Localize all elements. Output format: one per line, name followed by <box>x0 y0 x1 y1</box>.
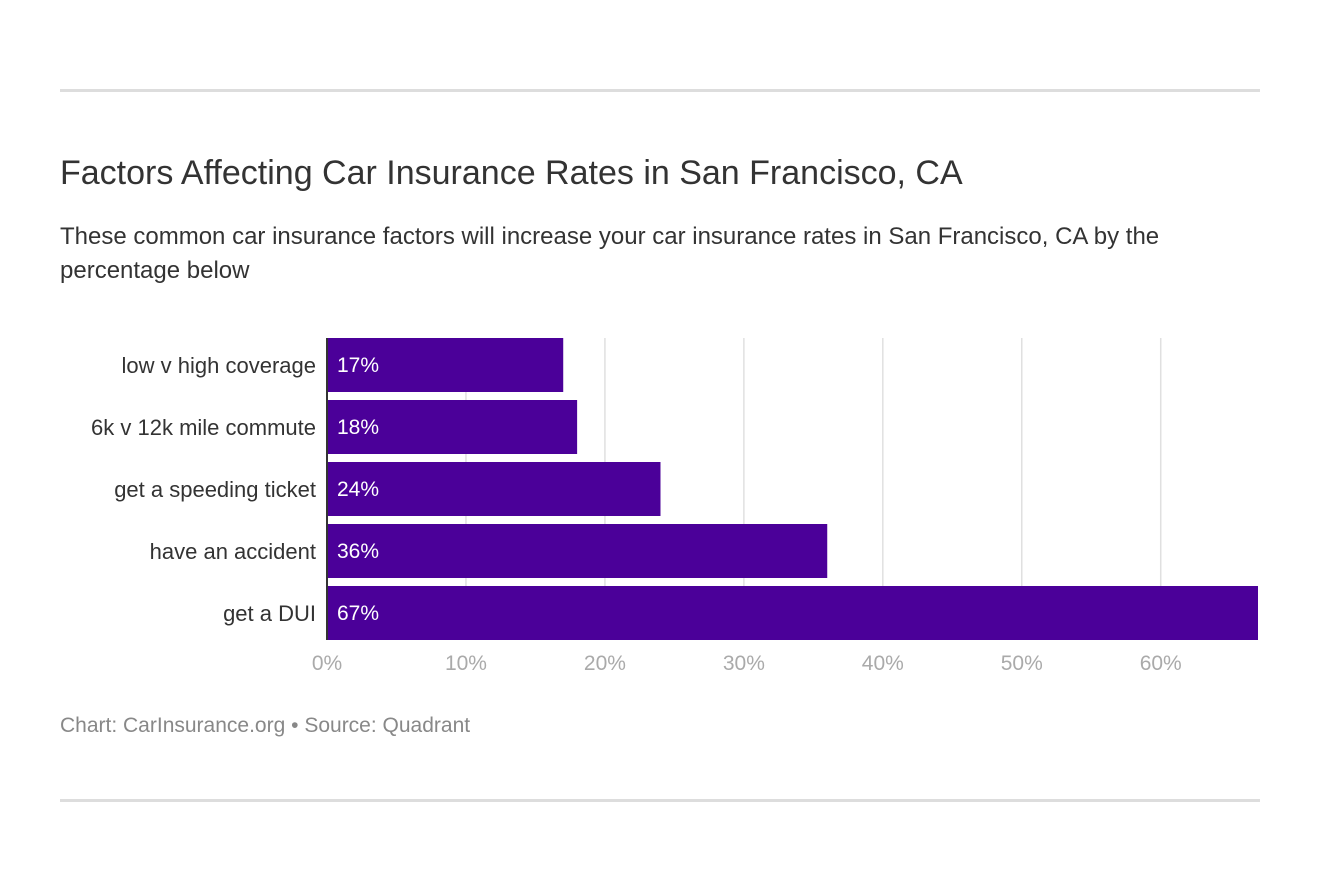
x-tick-label: 0% <box>312 652 342 675</box>
bar <box>327 586 1258 640</box>
category-label: get a speeding ticket <box>114 477 316 502</box>
category-labels: low v high coverage 6k v 12k mile commute… <box>91 353 316 626</box>
value-labels: 17% 18% 24% 36% 67% <box>337 354 379 625</box>
category-label: have an accident <box>150 539 316 564</box>
bar <box>327 524 828 578</box>
chart-subtitle: These common car insurance factors will … <box>60 223 1160 284</box>
x-tick-label: 20% <box>584 652 626 675</box>
category-label: 6k v 12k mile commute <box>91 415 316 440</box>
bar-value-label: 36% <box>337 540 379 563</box>
bar <box>327 400 578 454</box>
footer-separator: • <box>291 714 299 737</box>
chart-source: Source: Quadrant <box>304 714 471 737</box>
bar <box>327 338 564 392</box>
bar-value-label: 18% <box>337 416 379 439</box>
bar-value-label: 24% <box>337 478 379 501</box>
x-tick-label: 30% <box>723 652 765 675</box>
category-label: get a DUI <box>223 601 316 626</box>
bars <box>327 338 1258 640</box>
x-tick-label: 10% <box>445 652 487 675</box>
bar <box>327 462 661 516</box>
x-tick-label: 50% <box>1001 652 1043 675</box>
chart-credit: Chart: CarInsurance.org <box>60 714 286 737</box>
bar-value-label: 67% <box>337 602 379 625</box>
x-tick-label: 60% <box>1140 652 1182 675</box>
x-tick-labels: 0% 10% 20% 30% 40% 50% 60% <box>312 652 1182 675</box>
chart-footer: Chart: CarInsurance.org • Source: Quadra… <box>60 714 470 738</box>
category-label: low v high coverage <box>122 353 316 378</box>
bar-value-label: 17% <box>337 354 379 377</box>
x-tick-label: 40% <box>862 652 904 675</box>
bottom-divider <box>60 799 1260 802</box>
top-divider <box>60 89 1260 92</box>
chart-title: Factors Affecting Car Insurance Rates in… <box>60 154 963 192</box>
